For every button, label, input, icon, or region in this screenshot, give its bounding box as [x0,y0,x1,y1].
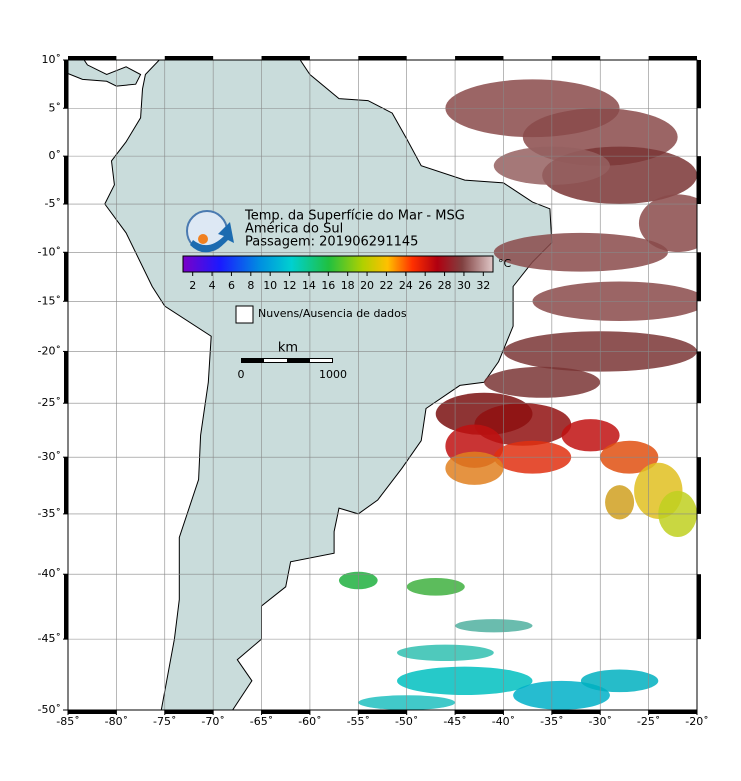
x-tick-label: -35˚ [540,715,563,728]
sst-patch [513,680,610,710]
x-tick-label: -25˚ [637,715,660,728]
y-tick-label: -35˚ [38,507,61,520]
y-tick-label: -45˚ [38,632,61,645]
colorbar-tick-label: 26 [418,279,432,292]
frame-bar [551,710,601,714]
sst-patch [455,619,533,633]
sst-patch [406,577,465,596]
sst-patch [638,194,697,253]
colorbar-tick-label: 14 [302,279,316,292]
y-tick-label: -50˚ [38,703,61,716]
frame-bar [697,457,701,514]
colorbar-tick-label: 20 [360,279,374,292]
title-line: Passagem: 201906291145 [245,235,418,250]
frame-bar [455,56,504,60]
colorbar-tick-label: 10 [263,279,277,292]
colorbar-tick-label: 28 [438,279,452,292]
y-tick-label: -15˚ [38,294,61,307]
frame-bar [64,252,68,302]
legend-swatch [235,305,254,324]
frame-bar [697,156,701,205]
colorbar [182,255,494,273]
frame-bar [164,710,214,714]
frame-bar [648,56,697,60]
x-tick-label: -20˚ [685,715,708,728]
x-tick-label: -40˚ [492,715,515,728]
frame-bar [64,457,68,514]
frame-bar [64,60,68,109]
frame-bar [697,574,701,640]
frame-bar [648,710,697,714]
x-tick-label: -75˚ [153,715,176,728]
frame-bar [64,574,68,640]
frame-bar [455,710,504,714]
colorbar-tick-label: 8 [247,279,254,292]
y-tick-label: -40˚ [38,567,61,580]
sst-patch [580,669,659,693]
x-tick-label: -65˚ [250,715,273,728]
colorbar-tick-label: 22 [379,279,393,292]
y-tick-label: -25˚ [38,396,61,409]
x-tick-label: -60˚ [298,715,321,728]
colorbar-tick-label: 6 [228,279,235,292]
scale-bar [310,359,332,362]
y-tick-label: -30˚ [38,450,61,463]
colorbar-tick-label: 2 [189,279,196,292]
sst-patch [605,485,635,520]
frame-bar [261,710,310,714]
frame-bar [164,56,214,60]
x-tick-label: -70˚ [201,715,224,728]
land [68,60,142,87]
colorbar-tick-label: 12 [283,279,297,292]
colorbar-tick-label: 32 [476,279,490,292]
x-tick-label: -30˚ [588,715,611,728]
scale-bar [264,359,287,362]
x-tick-label: -85˚ [56,715,79,728]
x-tick-label: -50˚ [395,715,418,728]
sst-patch [445,451,504,485]
frame-bar [697,351,701,404]
frame-bar [64,351,68,404]
colorbar-tick-label: 16 [321,279,335,292]
frame-bar [68,56,117,60]
scale-label: 1000 [319,368,347,381]
frame-bar [697,60,701,109]
sst-patch [484,366,601,398]
frame-bar [68,710,117,714]
x-tick-label: -45˚ [443,715,466,728]
scale-unit: km [278,341,298,356]
legend-label: Nuvens/Ausencia de dados [258,307,407,320]
y-tick-label: -5˚ [45,197,61,210]
map-area [68,60,697,710]
colorbar-unit: °C [498,257,512,270]
frame-bar [64,156,68,205]
x-tick-label: -80˚ [105,715,128,728]
y-tick-label: -20˚ [38,344,61,357]
sst-patch [397,644,494,662]
sst-patch [396,666,533,695]
colorbar-tick-label: 24 [399,279,413,292]
scale-label: 0 [238,368,245,381]
frame-bar [358,56,407,60]
frame-bar [261,56,310,60]
x-tick-label: -55˚ [347,715,370,728]
y-tick-label: 5˚ [49,101,62,114]
logo [186,210,234,253]
frame-bar [358,710,407,714]
frame-bar [551,56,601,60]
sst-patch [561,419,620,452]
colorbar-tick-label: 18 [341,279,355,292]
y-tick-label: -10˚ [38,245,61,258]
y-tick-label: 10˚ [42,53,62,66]
colorbar-tick-label: 4 [209,279,216,292]
frame-bar [697,252,701,302]
title-line: América do Sul [245,222,343,237]
y-tick-label: 0˚ [49,149,62,162]
title-line: Temp. da Superfície do Mar - MSG [244,209,465,224]
colorbar-tick-label: 30 [457,279,471,292]
